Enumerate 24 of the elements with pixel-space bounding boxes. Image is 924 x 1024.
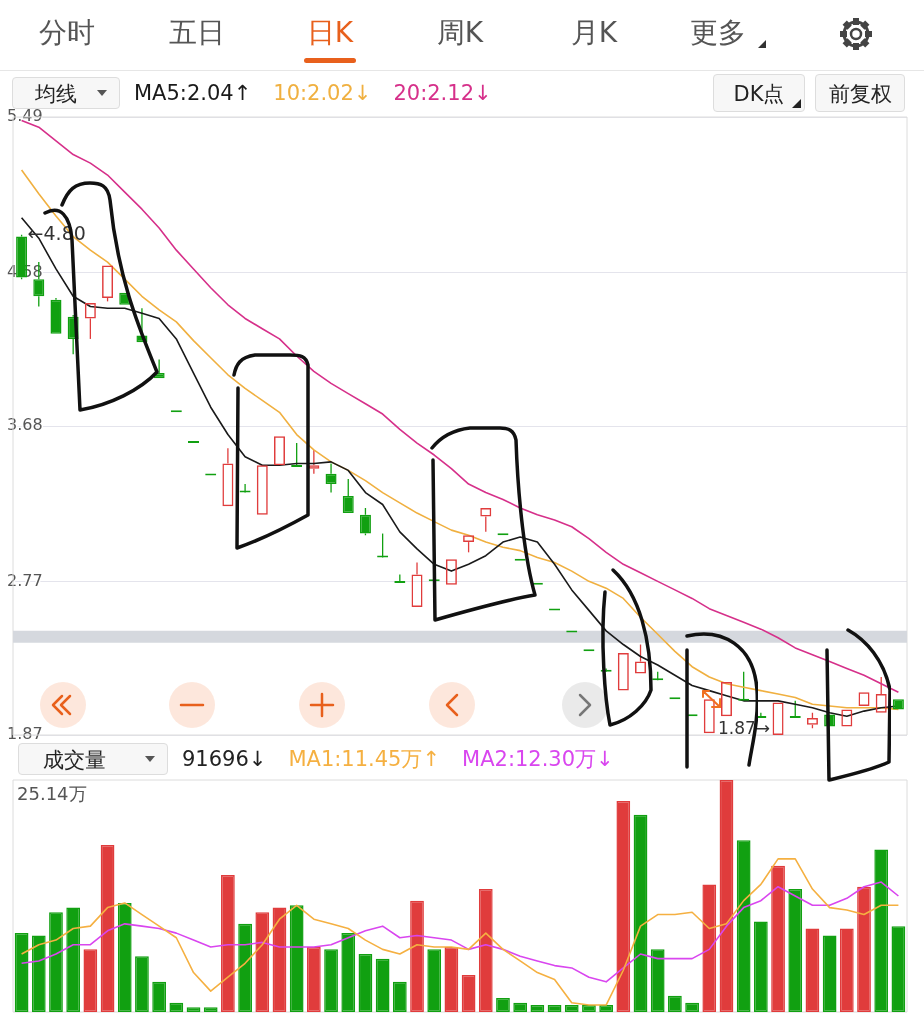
candlestick: [50, 297, 62, 334]
text: MA1:11.45万↑: [288, 747, 441, 771]
text: 五日: [169, 15, 225, 51]
text: 日K: [306, 15, 354, 51]
text: 前复权: [815, 74, 905, 112]
candlestick: [291, 442, 303, 468]
text: 月K: [570, 15, 618, 51]
text: 成交量: [18, 743, 168, 775]
text: 更多: [690, 15, 746, 51]
text: 20:2.12↓: [393, 81, 492, 105]
text: 周K: [436, 15, 484, 51]
text: 10:2.02↓: [273, 81, 372, 105]
text: MA2:12.30万↓: [462, 747, 614, 771]
y-tick-label: 2.77: [7, 570, 43, 590]
text: 均线: [35, 82, 77, 106]
y-tick-label: 3.68: [7, 415, 43, 435]
y-tick-label: 1.87: [7, 724, 43, 744]
text: 分时: [39, 15, 95, 51]
text: MA5:2.04↑: [134, 81, 252, 105]
annotation: 25.14万: [17, 782, 87, 806]
text: DK点: [713, 74, 805, 112]
candlestick: [325, 462, 337, 494]
text: 91696↓: [182, 746, 267, 773]
y-tick-label: 5.49: [7, 106, 43, 126]
